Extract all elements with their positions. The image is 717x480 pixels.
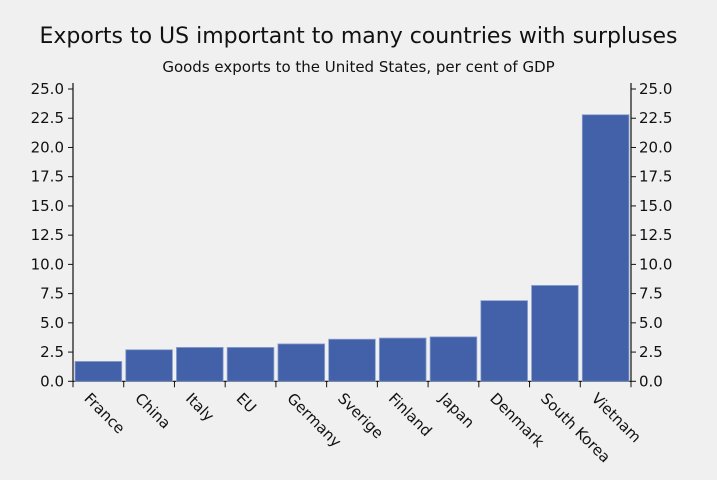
bar-eu xyxy=(226,346,275,382)
category-label: Finland xyxy=(385,389,436,440)
left-tick-label: 12.5 xyxy=(31,226,64,244)
right-tick-label: 5.0 xyxy=(639,314,663,332)
category-label: Denmark xyxy=(486,389,548,451)
bar-denmark xyxy=(480,300,528,382)
category-label: Germany xyxy=(283,389,345,451)
right-tick-label: 25.0 xyxy=(639,80,672,98)
category-label: Italy xyxy=(182,389,218,425)
left-tick-label: 10.0 xyxy=(31,255,64,273)
bar-japan xyxy=(429,336,478,382)
left-tick-label: 22.5 xyxy=(31,109,64,127)
bar-vietnam xyxy=(581,114,630,382)
right-tick-label: 17.5 xyxy=(639,168,672,186)
bar-south-korea xyxy=(531,285,579,382)
chart-title: Exports to US important to many countrie… xyxy=(39,24,678,49)
bar-china xyxy=(125,349,173,382)
left-tick-label: 15.0 xyxy=(31,197,64,215)
bar-france xyxy=(74,361,123,382)
right-tick-label: 12.5 xyxy=(639,226,672,244)
right-tick-label: 7.5 xyxy=(639,285,663,303)
bar-germany xyxy=(277,343,326,382)
right-tick-label: 0.0 xyxy=(639,372,663,390)
bar-finland xyxy=(378,337,427,382)
left-tick-label: 20.0 xyxy=(31,138,64,156)
right-tick-label: 2.5 xyxy=(639,343,663,361)
right-tick-label: 20.0 xyxy=(639,138,672,156)
left-tick-label: 2.5 xyxy=(40,343,64,361)
left-tick-label: 5.0 xyxy=(40,314,64,332)
right-tick-label: 10.0 xyxy=(639,255,672,273)
category-label: China xyxy=(131,389,174,432)
category-label: France xyxy=(81,389,129,437)
category-label: EU xyxy=(233,389,260,416)
bar-sverige xyxy=(328,338,376,382)
left-tick-label: 7.5 xyxy=(40,285,64,303)
left-tick-label: 0.0 xyxy=(40,372,64,390)
category-label: Japan xyxy=(435,389,478,432)
bar-italy xyxy=(176,346,224,382)
chart-subtitle: Goods exports to the United States, per … xyxy=(162,58,555,76)
left-tick-label: 25.0 xyxy=(31,80,64,98)
right-tick-label: 15.0 xyxy=(639,197,672,215)
right-tick-label: 22.5 xyxy=(639,109,672,127)
left-tick-label: 17.5 xyxy=(31,168,64,186)
